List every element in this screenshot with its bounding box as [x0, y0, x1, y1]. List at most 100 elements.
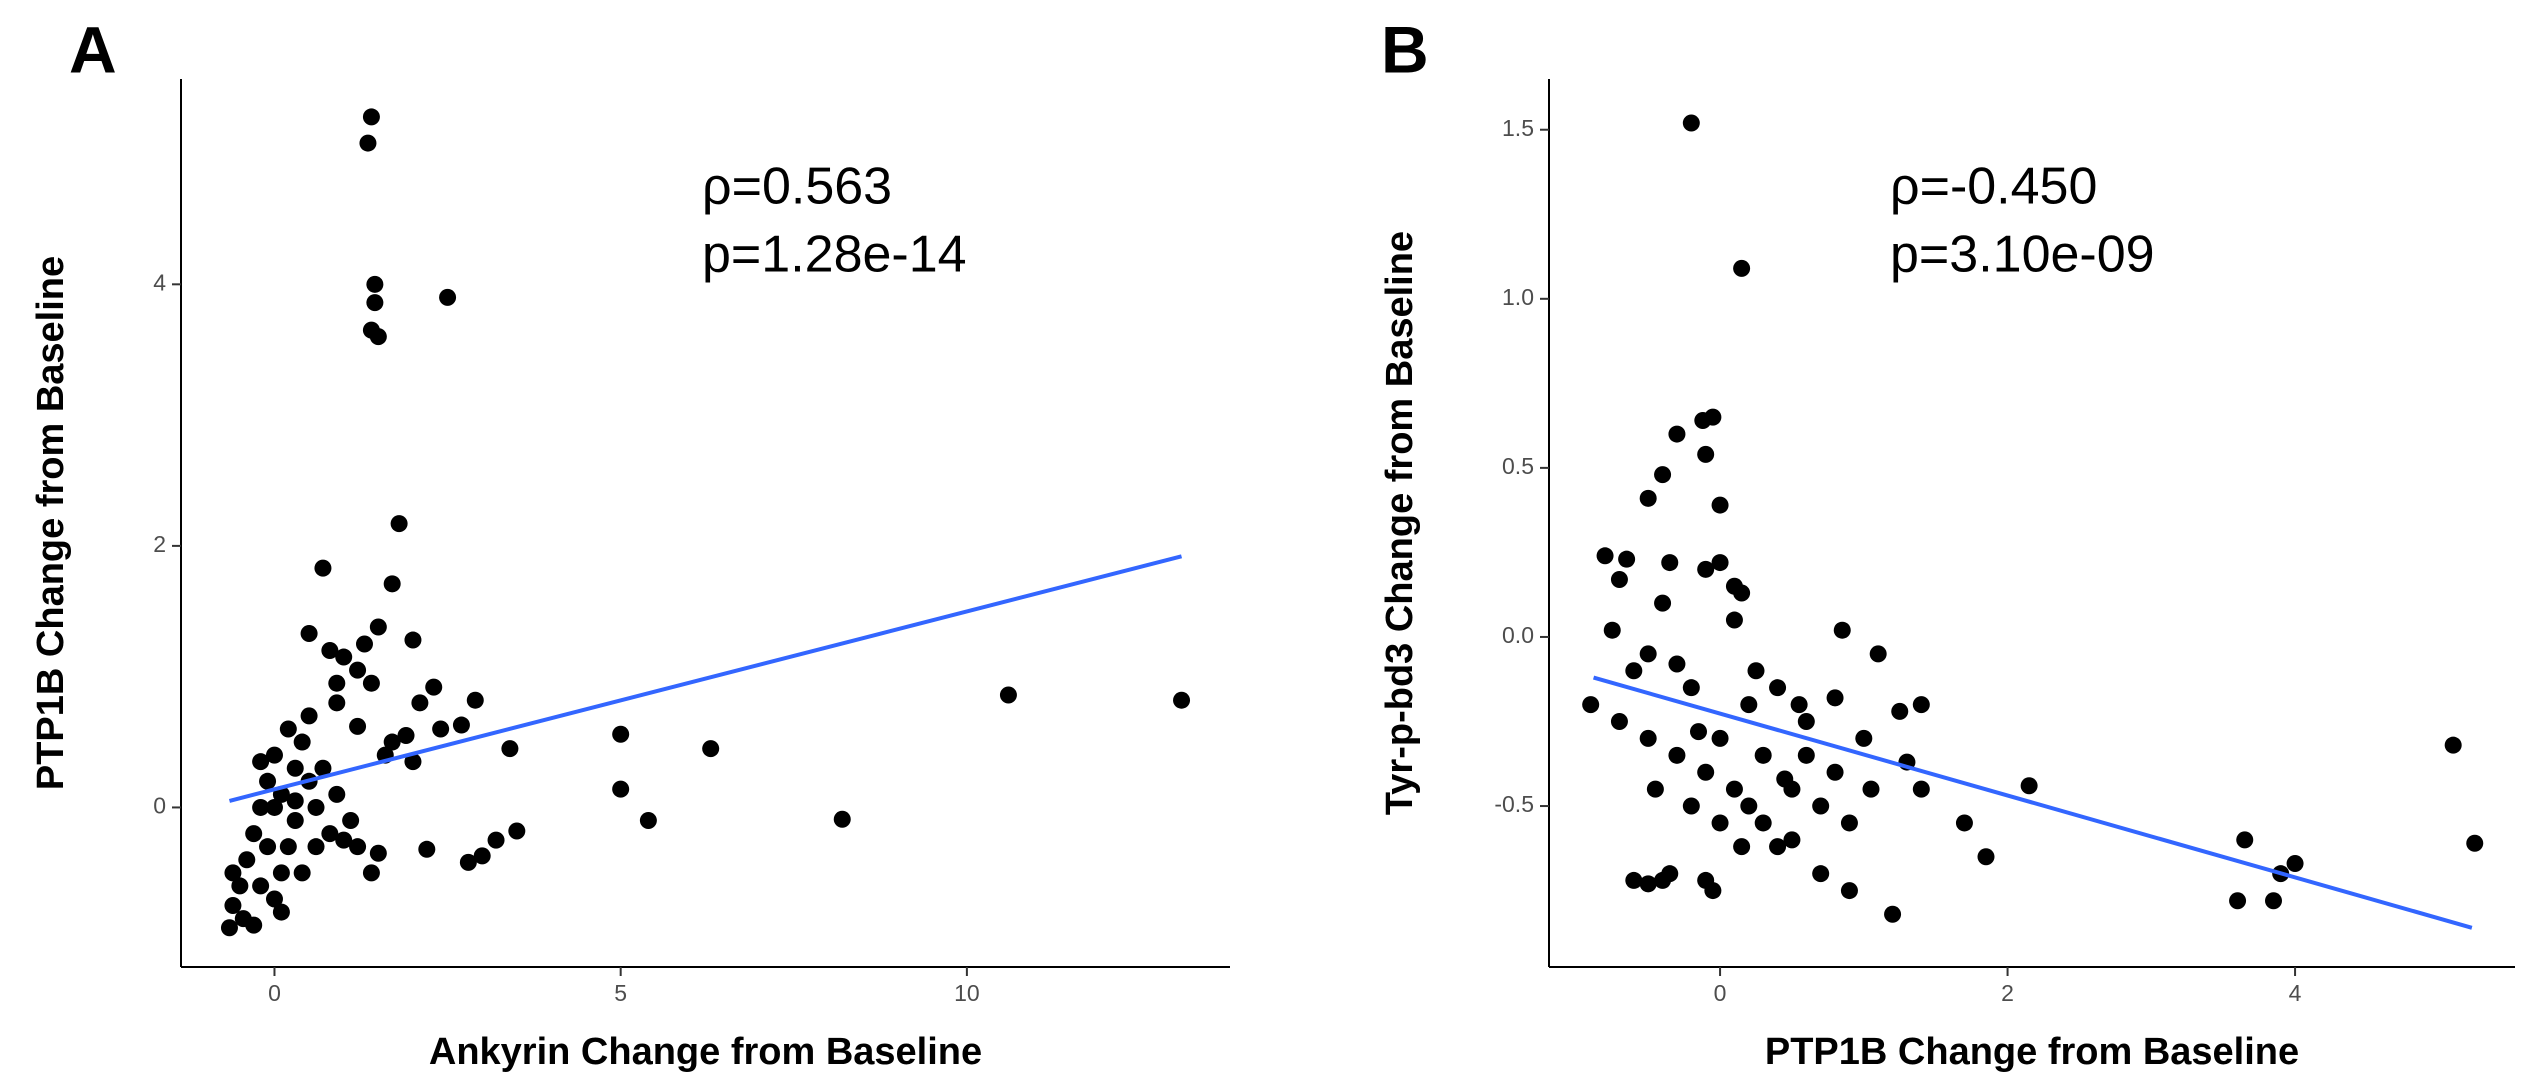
- point: [1733, 259, 1751, 277]
- point: [259, 772, 277, 790]
- x-tick-label: 0: [268, 980, 281, 1006]
- point: [1769, 838, 1787, 856]
- point: [300, 625, 318, 643]
- point: [1661, 554, 1679, 572]
- point: [1725, 611, 1743, 629]
- point: [272, 864, 290, 882]
- point: [612, 780, 630, 798]
- point: [1783, 831, 1801, 849]
- point: [466, 691, 484, 709]
- point: [300, 707, 318, 725]
- point: [366, 294, 384, 312]
- point: [390, 515, 408, 533]
- point: [1869, 645, 1887, 663]
- point: [2229, 892, 2247, 910]
- point: [1690, 723, 1707, 741]
- point: [639, 812, 657, 830]
- point: [2444, 736, 2462, 754]
- point: [1797, 712, 1815, 730]
- point: [2286, 855, 2304, 873]
- point: [487, 831, 505, 849]
- point: [1776, 770, 1794, 788]
- point: [1797, 746, 1815, 764]
- point: [328, 694, 346, 712]
- point: [1855, 729, 1873, 747]
- point: [1711, 729, 1729, 747]
- point: [293, 733, 311, 751]
- point: [286, 812, 304, 830]
- y-tick-label: 0: [153, 793, 166, 819]
- fit-line: [1593, 675, 2473, 930]
- point: [1625, 662, 1643, 680]
- y-tick-label: 0.5: [1502, 453, 1534, 479]
- point: [1826, 689, 1844, 707]
- point: [1733, 584, 1751, 602]
- x-tick-label: 0: [1714, 980, 1727, 1006]
- point: [279, 838, 297, 856]
- point: [1596, 547, 1614, 565]
- point: [307, 838, 325, 856]
- point: [342, 812, 360, 830]
- point: [259, 838, 277, 856]
- point: [1682, 679, 1700, 697]
- point: [1610, 570, 1628, 588]
- point: [252, 753, 270, 771]
- point: [359, 134, 377, 152]
- panel-label: B: [1381, 12, 1429, 86]
- point: [286, 759, 304, 777]
- x-tick-label: 4: [2289, 980, 2302, 1006]
- point: [2466, 834, 2484, 852]
- point: [1639, 489, 1657, 507]
- x-tick-label: 2: [2001, 980, 2014, 1006]
- point: [1711, 554, 1729, 572]
- point: [1754, 746, 1772, 764]
- point: [314, 759, 332, 777]
- y-tick-label: 0.0: [1502, 622, 1534, 648]
- point: [307, 798, 325, 816]
- point: [1790, 696, 1808, 714]
- point: [1725, 780, 1743, 798]
- point: [355, 635, 373, 653]
- panel-label: A: [69, 12, 117, 86]
- point: [1955, 814, 1973, 832]
- point: [1682, 114, 1700, 132]
- y-tick-label: -0.5: [1494, 791, 1534, 817]
- point: [1639, 729, 1657, 747]
- point: [252, 877, 270, 895]
- point: [1733, 838, 1751, 856]
- annotation: p=1.28e-14: [702, 226, 967, 284]
- point: [362, 674, 380, 692]
- annotation: ρ=0.563: [702, 158, 892, 216]
- point: [362, 108, 380, 126]
- y-tick-label: 4: [153, 269, 166, 295]
- point: [335, 831, 353, 849]
- point: [439, 288, 457, 306]
- point: [1862, 780, 1880, 798]
- point: [404, 631, 422, 649]
- point: [1754, 814, 1772, 832]
- point: [1668, 425, 1686, 443]
- point: [369, 844, 387, 862]
- point: [1833, 621, 1851, 639]
- point: [1740, 696, 1758, 714]
- point: [2236, 831, 2254, 849]
- point: [1812, 865, 1830, 883]
- point: [702, 740, 720, 758]
- point: [1668, 655, 1686, 673]
- point: [1884, 905, 1902, 923]
- point: [1654, 466, 1672, 484]
- point: [1840, 882, 1858, 900]
- point: [265, 890, 283, 908]
- point: [1826, 763, 1844, 781]
- point: [383, 575, 401, 593]
- point: [321, 825, 339, 843]
- point: [452, 716, 470, 734]
- y-tick-label: 1.5: [1502, 115, 1534, 141]
- point: [362, 864, 380, 882]
- fit-line: [228, 554, 1183, 803]
- point: [245, 825, 263, 843]
- point: [328, 785, 346, 803]
- point: [404, 753, 422, 771]
- point: [833, 810, 851, 828]
